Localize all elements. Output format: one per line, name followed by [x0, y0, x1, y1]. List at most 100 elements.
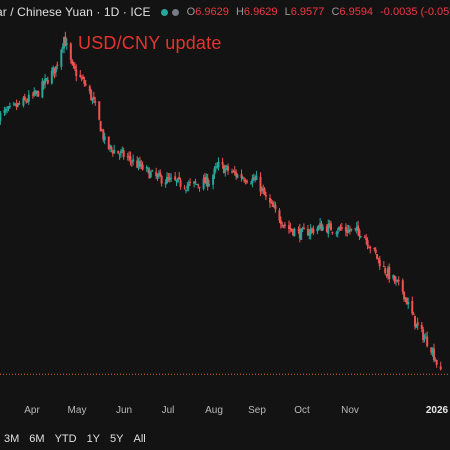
data-status-icon[interactable]	[171, 8, 179, 16]
candle	[271, 200, 274, 207]
candle-body	[328, 223, 331, 225]
candle	[22, 96, 25, 108]
candle-body	[434, 360, 437, 362]
candle-body	[54, 66, 57, 73]
candle-body	[262, 188, 265, 191]
candle-body	[254, 179, 257, 181]
candle	[214, 162, 217, 173]
candle-body	[3, 110, 6, 113]
candle	[435, 359, 438, 368]
candle-body	[100, 129, 103, 131]
candle	[6, 106, 9, 114]
candle	[166, 172, 169, 184]
range-3m-button[interactable]: 3M	[4, 433, 20, 445]
candle	[119, 148, 122, 158]
range-ytd-button[interactable]: YTD	[54, 433, 77, 445]
candle	[80, 75, 83, 82]
candle-body	[90, 90, 93, 100]
candle	[170, 173, 173, 183]
candle-body	[369, 246, 372, 249]
candle-body	[377, 257, 380, 259]
candle-body	[189, 182, 192, 184]
candle	[216, 162, 219, 170]
candle-body	[217, 161, 220, 168]
candle	[259, 172, 262, 197]
candle-body	[159, 172, 162, 177]
candle-body	[320, 223, 323, 231]
candle-body	[298, 228, 301, 239]
candle	[388, 263, 391, 283]
candle	[176, 177, 179, 184]
symbol-title[interactable]: ar / Chinese Yuan · 1D · ICE	[0, 5, 151, 19]
candle-body	[225, 165, 228, 168]
candle-body	[203, 177, 206, 184]
candle	[320, 220, 323, 231]
candle	[232, 169, 235, 173]
candle-body	[397, 280, 400, 282]
candle	[235, 169, 238, 180]
candle-body	[103, 136, 106, 141]
candle	[329, 220, 332, 231]
candle-body	[75, 69, 78, 77]
candle	[283, 221, 286, 229]
candle	[151, 169, 154, 173]
candle	[14, 102, 17, 106]
candle	[241, 175, 244, 180]
candle-body	[206, 177, 209, 187]
candle	[90, 89, 93, 102]
candle	[279, 216, 282, 229]
candle	[63, 36, 66, 54]
candle	[27, 90, 30, 105]
candle	[25, 98, 28, 104]
candle-body	[329, 223, 332, 231]
candle-body	[118, 154, 121, 156]
candle	[311, 227, 314, 234]
candle-body	[411, 301, 414, 314]
range-all-button[interactable]: All	[133, 433, 146, 445]
candle-body	[432, 348, 435, 360]
candle-body	[233, 170, 236, 173]
candle	[138, 156, 141, 170]
candle-body	[311, 228, 314, 230]
candle	[168, 172, 171, 183]
candle	[122, 147, 125, 160]
candle-body	[224, 168, 227, 173]
candle	[328, 220, 331, 229]
candle-body	[401, 280, 404, 292]
candle-body	[12, 103, 15, 105]
candle-body	[283, 224, 286, 226]
range-5y-button[interactable]: 5Y	[110, 433, 124, 445]
candle-body	[15, 104, 18, 108]
range-6m-button[interactable]: 6M	[29, 433, 45, 445]
candle-body	[33, 90, 36, 96]
candle	[287, 220, 290, 234]
candle	[99, 120, 102, 132]
candle-body	[366, 240, 369, 246]
candle-body	[260, 187, 263, 192]
chart-annotation: USD/CNY update	[78, 33, 222, 53]
x-tick-label: May	[68, 405, 87, 416]
candle	[155, 167, 158, 180]
candle	[137, 157, 140, 171]
candle-body	[431, 349, 434, 353]
candle-body	[6, 109, 9, 111]
candle	[110, 145, 113, 153]
candle-body	[363, 236, 366, 239]
candle-body	[244, 180, 247, 183]
candle	[149, 171, 152, 179]
candle	[208, 179, 211, 188]
range-1y-button[interactable]: 1Y	[86, 433, 101, 445]
candle-body	[167, 177, 170, 179]
candle-body	[241, 178, 244, 180]
candle	[113, 144, 116, 154]
x-tick-label: Aug	[205, 405, 223, 416]
candle-body	[31, 94, 34, 96]
candle-body	[88, 86, 91, 92]
candle	[350, 228, 353, 232]
market-status-icon[interactable]	[160, 8, 168, 16]
candle-body	[316, 228, 319, 232]
candle-body	[255, 176, 258, 181]
candle-body	[8, 105, 11, 107]
candle-body	[357, 225, 360, 232]
